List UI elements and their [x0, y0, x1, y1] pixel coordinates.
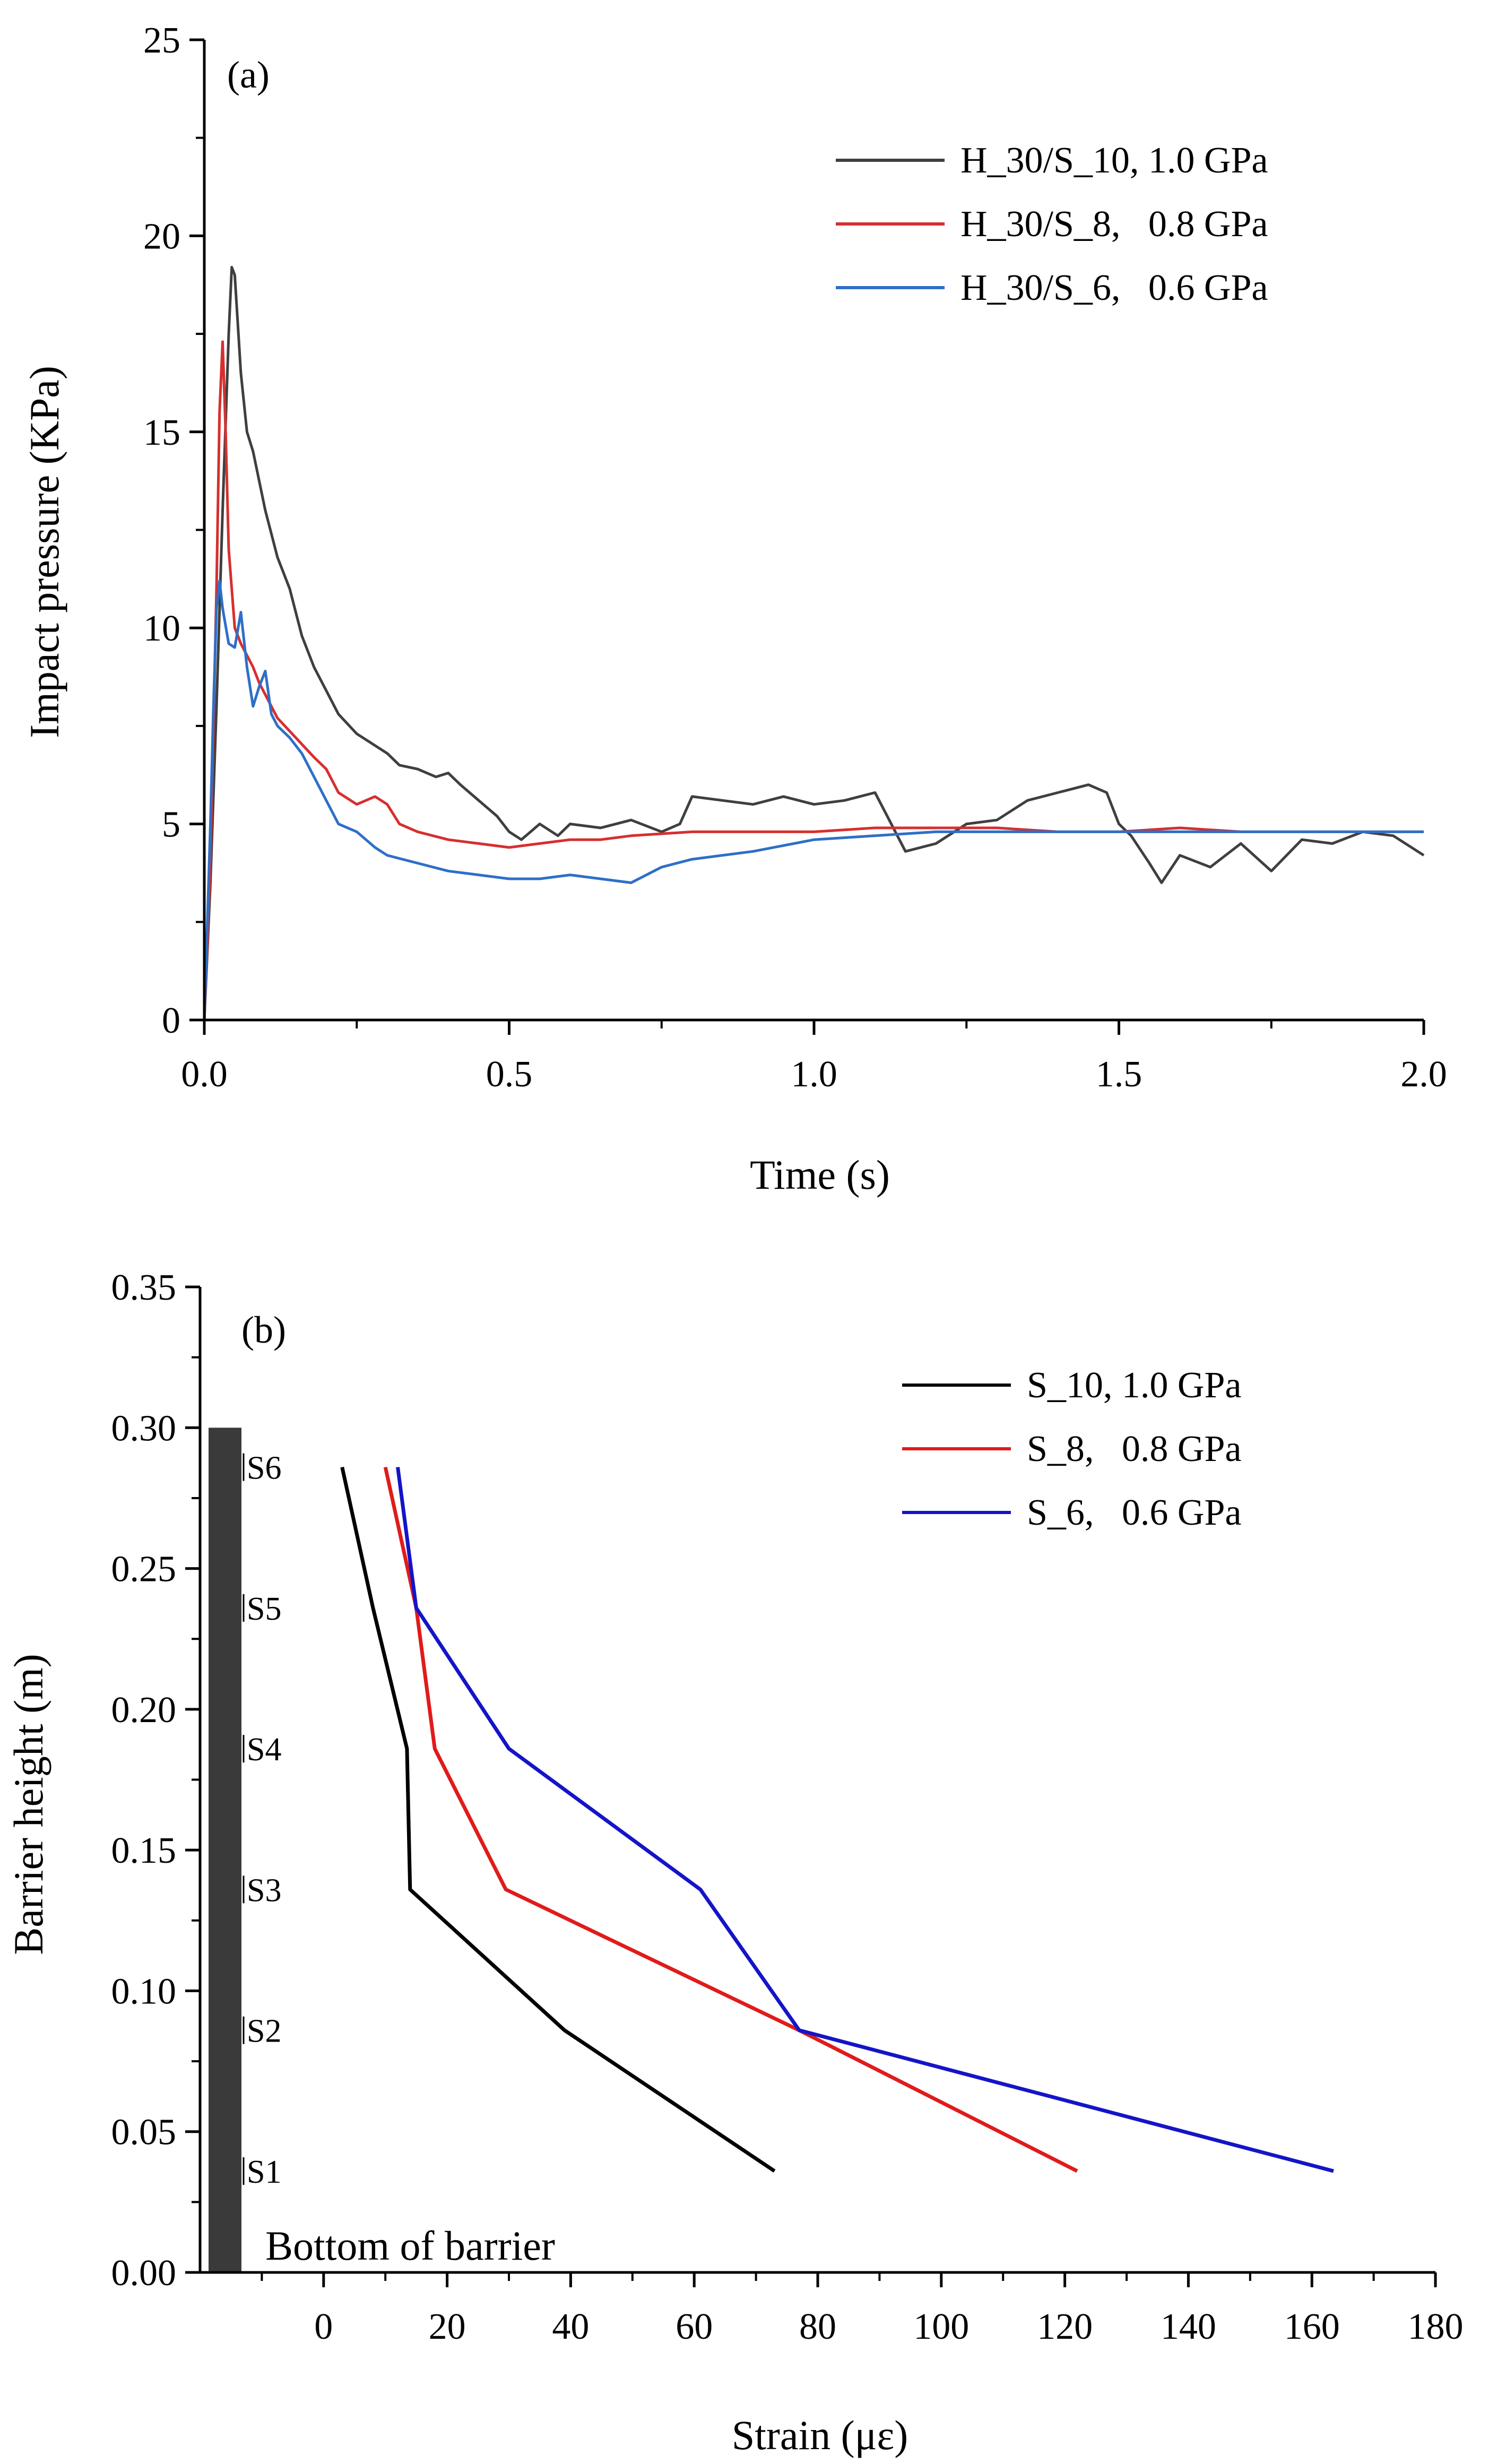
chart-b-x-tick-label-4: 80	[799, 2306, 836, 2347]
chart-b-x-tick-label-1: 20	[429, 2306, 466, 2347]
chart-b-y-axis-label: Barrier height (m)	[5, 1654, 51, 1955]
chart-b-x-tick-label-6: 120	[1037, 2306, 1093, 2347]
chart-b-x-axis-label: Strain (με)	[732, 2412, 908, 2458]
chart-a-y-tick-label-4: 20	[143, 216, 180, 257]
chart-a-legend-label-1: H_30/S_8, 0.8 GPa	[960, 204, 1268, 245]
chart-a-x-tick-label-2: 1.0	[791, 1054, 837, 1095]
chart-a-legend-label-2: H_30/S_6, 0.6 GPa	[960, 267, 1268, 308]
chart-b-x-tick-label-8: 160	[1284, 2306, 1340, 2347]
chart-b-axes	[198, 1287, 1435, 2274]
chart-a-y-axis-label: Impact pressure (KPa)	[21, 366, 67, 738]
chart-a-x-ticks: 0.0 0.5 1.0 1.5 2.0	[181, 1020, 1447, 1095]
chart-b-bottom-of-barrier-label: Bottom of barrier	[265, 2223, 555, 2269]
chart-b-y-tick-label-1: 0.05	[111, 2112, 177, 2153]
chart-a-series	[203, 266, 1425, 1021]
chart-a-y-tick-label-5: 25	[143, 20, 180, 61]
chart-a-y-tick-label-3: 15	[143, 412, 180, 453]
chart-b-x-ticks: 0 20 40 60 80 100 120 140 160 180	[261, 2272, 1464, 2347]
chart-a-legend-label-0: H_30/S_10, 1.0 GPa	[960, 140, 1268, 181]
chart-b-x-tick-label-2: 40	[552, 2306, 589, 2347]
chart-b-legend-label-1: S_8, 0.8 GPa	[1027, 1429, 1241, 1469]
chart-b-y-tick-label-4: 0.20	[111, 1690, 177, 1731]
chart-a-y-ticks: 0 5 10 15 20 25	[143, 20, 204, 1041]
chart-a-axes	[203, 40, 1424, 1022]
chart-a-series-line-0	[203, 266, 1425, 1021]
chart-a-y-tick-label-0: 0	[162, 1000, 180, 1041]
chart-b-panel-label: (b)	[241, 1309, 286, 1351]
chart-b-barrier-strain: S1 S2 S3 S4 S5 S6 0.00 0.05 0.10 0.15 0.20 0.25 0.3…	[5, 1267, 1464, 2458]
chart-a-x-tick-label-1: 0.5	[486, 1054, 533, 1095]
chart-b-x-tick-label-7: 140	[1161, 2306, 1216, 2347]
chart-a-series-line-1	[203, 340, 1424, 1021]
chart-b-series-line-2	[396, 1467, 1334, 2173]
chart-b-y-ticks: 0.00 0.05 0.10 0.15 0.20 0.25 0.30 0.35	[111, 1267, 200, 2294]
chart-a-x-axis-label: Time (s)	[750, 1152, 890, 1198]
chart-b-sensor-label-2: S3	[247, 1872, 281, 1908]
chart-b-sensor-label-1: S2	[247, 2013, 281, 2050]
chart-b-series	[340, 1466, 1334, 2173]
chart-b-sensor-label-3: S4	[247, 1732, 281, 1768]
chart-a-legend: H_30/S_10, 1.0 GPa H_30/S_8, 0.8 GPa H_3…	[836, 140, 1268, 308]
chart-b-sensor-label-0: S1	[247, 2154, 281, 2190]
chart-a-y-tick-label-2: 10	[143, 608, 180, 649]
chart-b-series-line-1	[383, 1466, 1078, 2173]
chart-a-y-tick-label-1: 5	[162, 805, 180, 845]
chart-b-y-tick-label-0: 0.00	[111, 2253, 177, 2294]
chart-b-y-tick-label-3: 0.15	[111, 1830, 177, 1871]
chart-a-series-line-2	[203, 580, 1424, 1021]
chart-b-x-tick-label-9: 180	[1408, 2306, 1464, 2347]
chart-b-legend-label-0: S_10, 1.0 GPa	[1027, 1365, 1241, 1406]
chart-a-x-tick-label-0: 0.0	[181, 1054, 228, 1095]
chart-a-x-tick-label-4: 2.0	[1400, 1054, 1447, 1095]
chart-b-series-line-0	[340, 1466, 776, 2173]
chart-b-y-tick-label-2: 0.10	[111, 1971, 177, 2012]
chart-b-sensor-labels: S1 S2 S3 S4 S5 S6	[243, 1450, 281, 2190]
chart-b-y-tick-label-6: 0.30	[111, 1408, 177, 1449]
chart-b-legend-label-2: S_6, 0.6 GPa	[1027, 1492, 1241, 1533]
chart-b-x-tick-label-3: 60	[676, 2306, 713, 2347]
chart-b-sensor-label-4: S5	[247, 1591, 281, 1627]
chart-b-y-tick-label-7: 0.35	[111, 1267, 177, 1308]
chart-b-barrier-bar	[209, 1428, 241, 2272]
chart-b-x-tick-label-5: 100	[913, 2306, 969, 2347]
chart-b-y-tick-label-5: 0.25	[111, 1549, 177, 1590]
chart-a-panel-label: (a)	[227, 54, 270, 96]
chart-b-legend: S_10, 1.0 GPa S_8, 0.8 GPa S_6, 0.6 GPa	[902, 1365, 1241, 1533]
chart-b-sensor-label-5: S6	[247, 1450, 281, 1486]
chart-a-x-tick-label-3: 1.5	[1096, 1054, 1143, 1095]
chart-b-x-tick-label-0: 0	[314, 2306, 333, 2347]
